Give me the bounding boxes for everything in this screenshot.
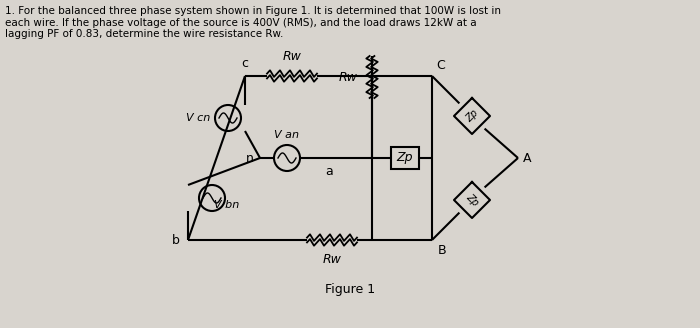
Text: 1. For the balanced three phase system shown in Figure 1. It is determined that : 1. For the balanced three phase system s…	[5, 6, 501, 39]
Text: a: a	[325, 165, 332, 178]
Text: V bn: V bn	[214, 200, 239, 210]
Text: Figure 1: Figure 1	[325, 283, 375, 297]
Text: b: b	[172, 234, 180, 247]
Text: V cn: V cn	[186, 113, 210, 123]
Text: V an: V an	[274, 130, 300, 140]
Bar	[391, 147, 419, 169]
Text: B: B	[438, 244, 447, 257]
Text: Rw: Rw	[339, 71, 358, 84]
Text: A: A	[523, 152, 531, 165]
Text: Rw: Rw	[283, 50, 302, 63]
Text: c: c	[241, 57, 248, 70]
Text: Rw: Rw	[323, 253, 342, 266]
Text: C: C	[436, 59, 445, 72]
Text: Zp: Zp	[464, 192, 480, 208]
Text: Zp: Zp	[464, 108, 480, 124]
Text: n: n	[246, 152, 254, 165]
Text: Zp: Zp	[397, 152, 413, 165]
